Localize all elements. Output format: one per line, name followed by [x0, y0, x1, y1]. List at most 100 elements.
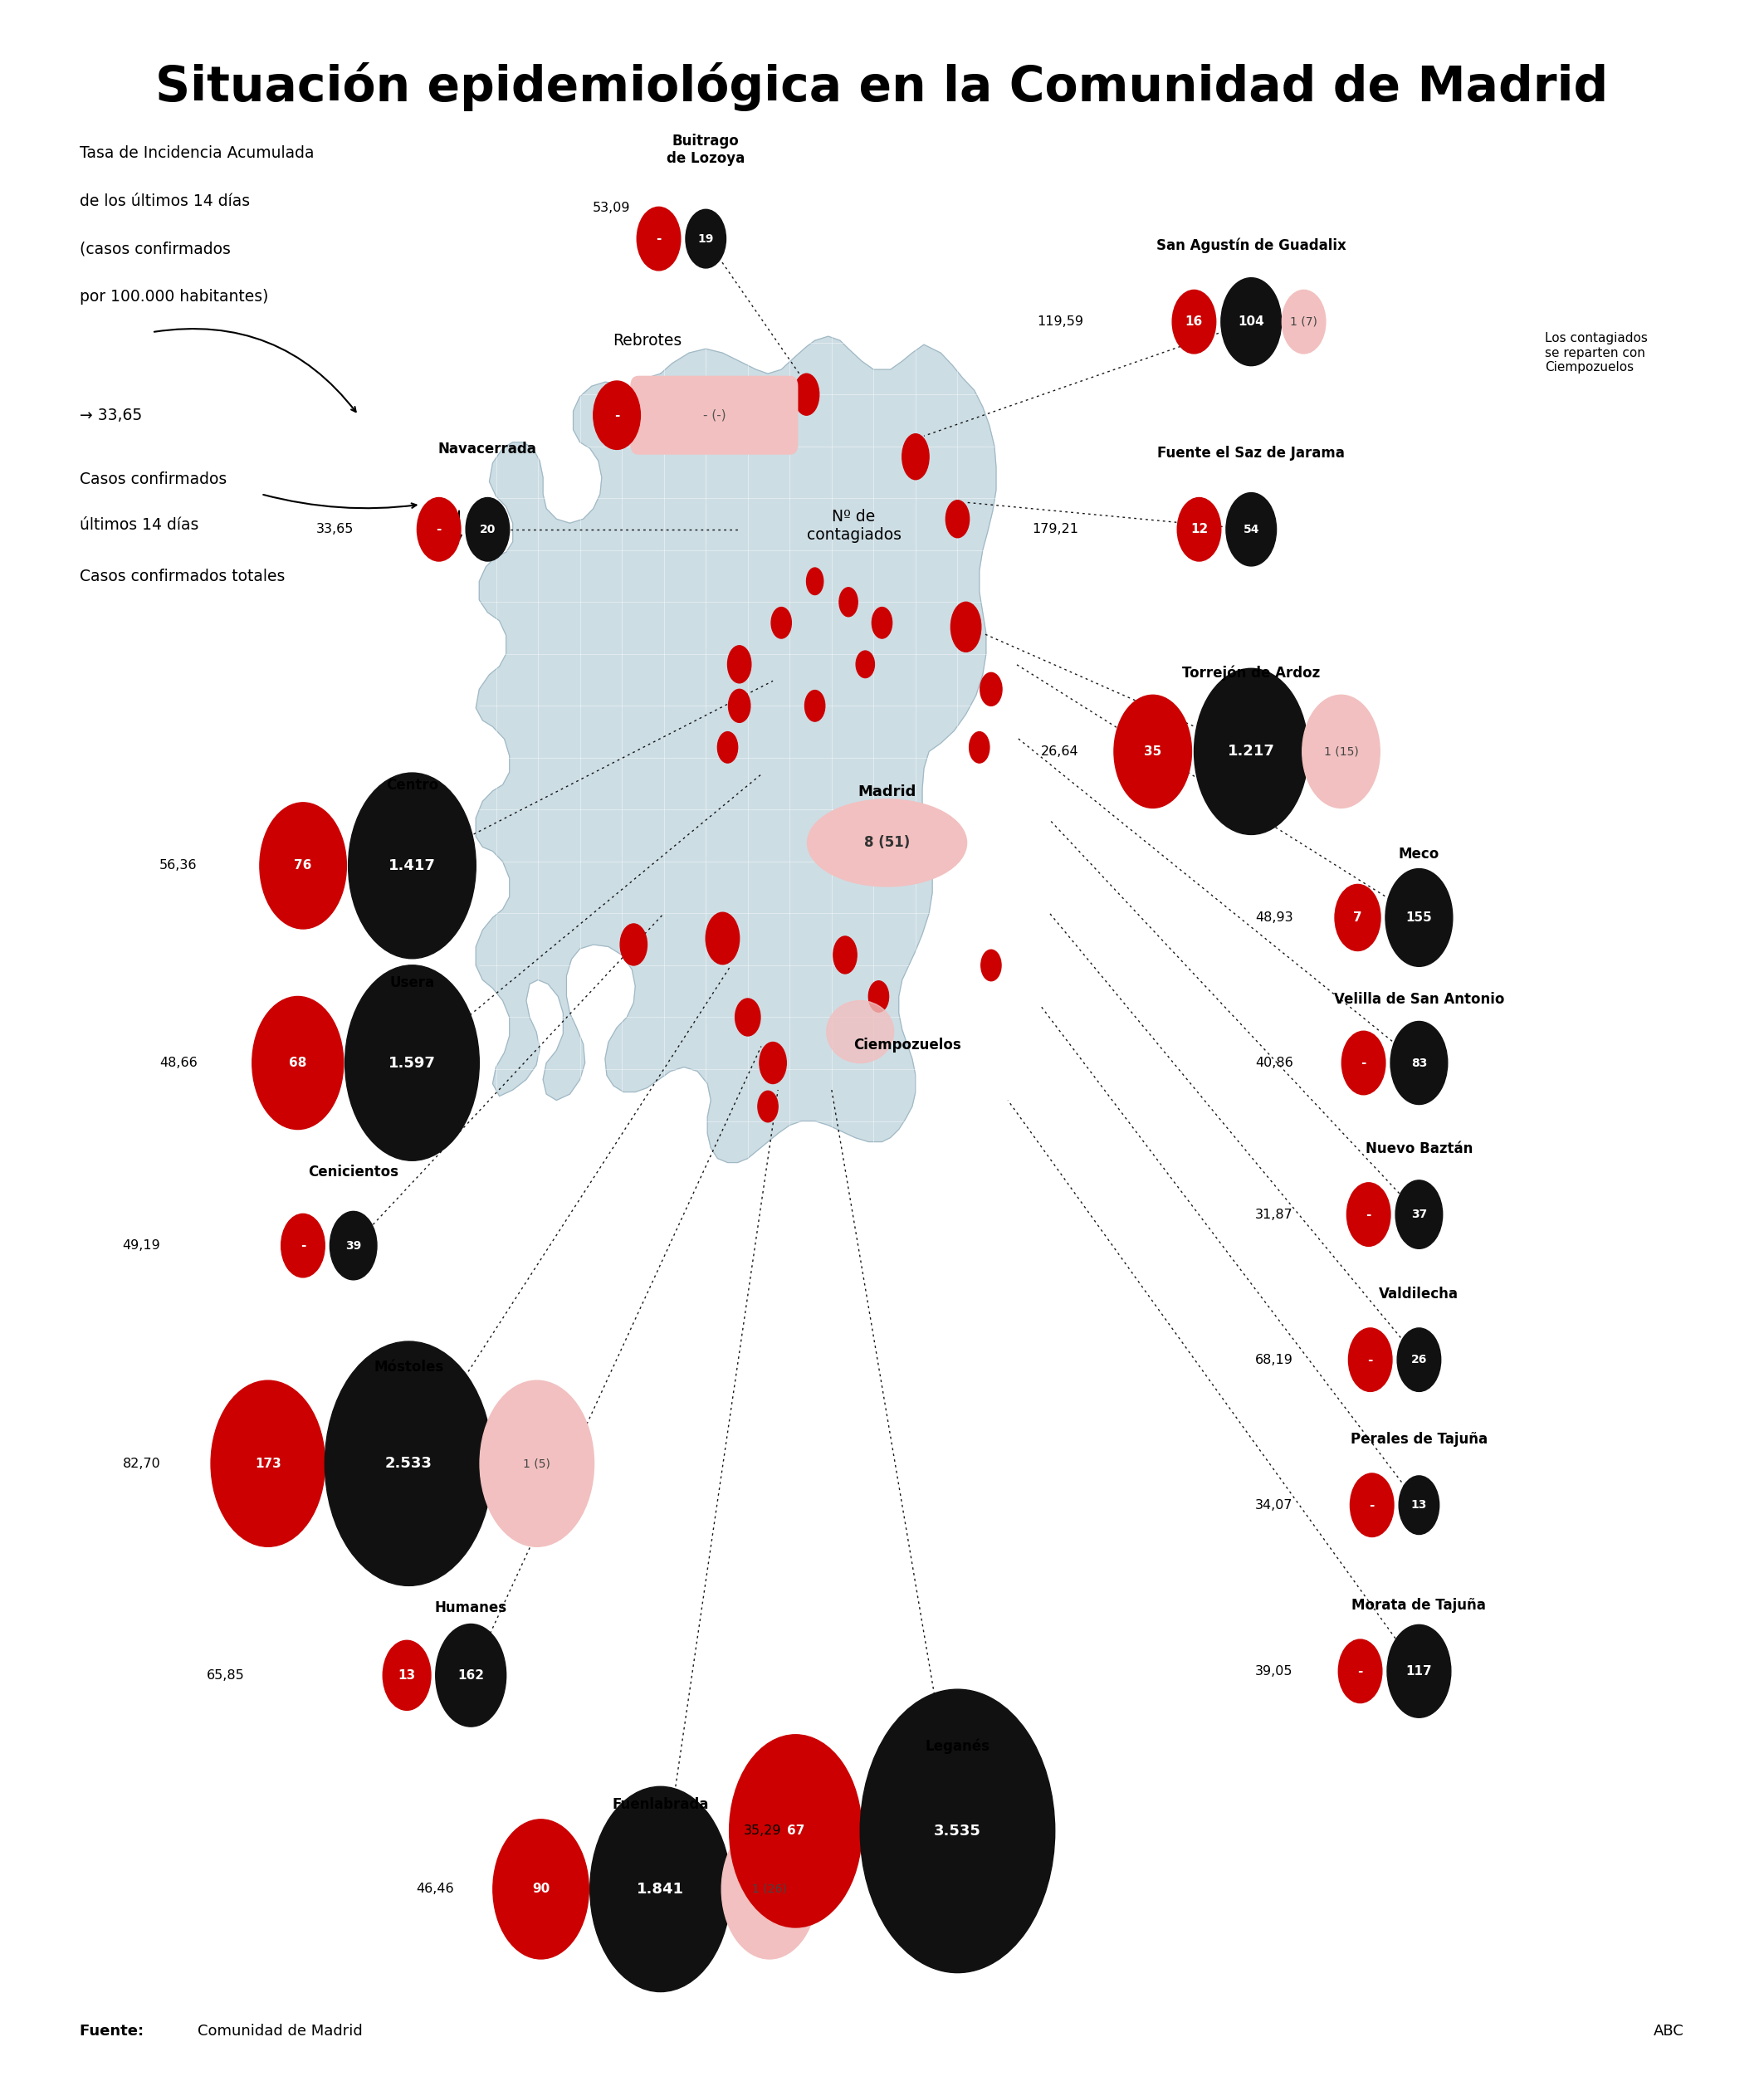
- Ellipse shape: [280, 1214, 325, 1277]
- Text: 56,36: 56,36: [159, 859, 198, 872]
- Text: Nuevo Baztán: Nuevo Baztán: [1365, 1142, 1473, 1156]
- Text: 1 (26): 1 (26): [751, 1883, 787, 1895]
- Ellipse shape: [1399, 1476, 1439, 1534]
- Text: 76: 76: [295, 859, 312, 872]
- Text: por 100.000 habitantes): por 100.000 habitantes): [79, 289, 268, 305]
- Text: 67: 67: [787, 1825, 804, 1837]
- Text: Los contagiados
se reparten con
Ciempozuelos: Los contagiados se reparten con Ciempozu…: [1545, 332, 1648, 374]
- Text: 31,87: 31,87: [1256, 1208, 1293, 1221]
- Ellipse shape: [804, 689, 826, 720]
- Text: 8 (51): 8 (51): [864, 835, 910, 851]
- Text: Buitrago
de Lozoya: Buitrago de Lozoya: [667, 133, 744, 166]
- Ellipse shape: [1221, 278, 1281, 365]
- Text: 16: 16: [1185, 316, 1203, 328]
- Text: - (-): - (-): [702, 409, 725, 421]
- Text: Meco: Meco: [1399, 847, 1439, 862]
- Text: 13: 13: [399, 1669, 416, 1682]
- Ellipse shape: [346, 965, 480, 1160]
- Text: 20: 20: [480, 523, 496, 536]
- Ellipse shape: [621, 924, 647, 965]
- Text: de los últimos 14 días: de los últimos 14 días: [79, 193, 250, 210]
- Text: Centro: Centro: [386, 778, 437, 793]
- Text: 39: 39: [346, 1239, 362, 1252]
- Ellipse shape: [871, 608, 893, 639]
- Ellipse shape: [325, 1341, 492, 1586]
- Text: 46,46: 46,46: [416, 1883, 453, 1895]
- Ellipse shape: [1282, 291, 1325, 353]
- Text: -: -: [436, 523, 441, 536]
- Text: -: -: [300, 1239, 305, 1252]
- Ellipse shape: [736, 999, 760, 1036]
- Ellipse shape: [1385, 868, 1452, 967]
- Text: 179,21: 179,21: [1032, 523, 1078, 536]
- Ellipse shape: [1390, 1021, 1448, 1104]
- Text: Madrid: Madrid: [857, 785, 916, 799]
- Ellipse shape: [729, 689, 750, 722]
- Ellipse shape: [1395, 1181, 1443, 1248]
- Text: 12: 12: [1191, 523, 1208, 536]
- Ellipse shape: [718, 733, 737, 762]
- Text: 49,19: 49,19: [122, 1239, 161, 1252]
- Text: 13: 13: [1411, 1499, 1427, 1511]
- Text: Morata de Tajuña: Morata de Tajuña: [1351, 1599, 1487, 1613]
- Ellipse shape: [833, 936, 857, 974]
- Text: 26,64: 26,64: [1041, 745, 1078, 758]
- Ellipse shape: [1173, 291, 1215, 353]
- Text: 39,05: 39,05: [1256, 1665, 1293, 1677]
- Text: Leganés: Leganés: [924, 1740, 990, 1754]
- Text: Nº de
contagiados: Nº de contagiados: [806, 509, 901, 542]
- Text: 117: 117: [1406, 1665, 1432, 1677]
- Ellipse shape: [1115, 695, 1192, 808]
- Ellipse shape: [840, 588, 857, 617]
- Ellipse shape: [1346, 1183, 1390, 1246]
- Ellipse shape: [436, 1623, 506, 1727]
- Ellipse shape: [727, 646, 751, 683]
- Ellipse shape: [760, 1042, 787, 1084]
- Text: Torrejón de Ardoz: Torrejón de Ardoz: [1182, 666, 1319, 681]
- Text: 7: 7: [1353, 911, 1362, 924]
- Ellipse shape: [1339, 1640, 1381, 1702]
- Text: Fuente:: Fuente:: [79, 2024, 148, 2039]
- Text: 65,85: 65,85: [206, 1669, 243, 1682]
- Ellipse shape: [706, 913, 739, 963]
- Text: 40,86: 40,86: [1256, 1057, 1293, 1069]
- Ellipse shape: [951, 602, 981, 652]
- Text: 53,09: 53,09: [593, 201, 630, 214]
- Ellipse shape: [259, 803, 346, 928]
- Ellipse shape: [856, 652, 875, 677]
- Ellipse shape: [968, 733, 990, 762]
- Text: 162: 162: [457, 1669, 483, 1682]
- Text: 1 (15): 1 (15): [1323, 745, 1358, 758]
- Text: 1.597: 1.597: [388, 1055, 436, 1071]
- Ellipse shape: [1349, 1474, 1394, 1536]
- Ellipse shape: [806, 567, 824, 594]
- Ellipse shape: [593, 382, 640, 448]
- Text: -: -: [1358, 1665, 1364, 1677]
- Text: últimos 14 días: últimos 14 días: [79, 517, 199, 534]
- Text: 2.533: 2.533: [385, 1455, 432, 1472]
- Ellipse shape: [1302, 695, 1379, 808]
- Ellipse shape: [416, 498, 460, 561]
- Ellipse shape: [861, 1690, 1055, 1972]
- Text: 54: 54: [1244, 523, 1259, 536]
- Text: 1 (7): 1 (7): [1289, 316, 1318, 328]
- Ellipse shape: [686, 210, 727, 268]
- Text: 1.841: 1.841: [637, 1881, 684, 1897]
- Text: 33,65: 33,65: [316, 523, 353, 536]
- Polygon shape: [476, 336, 997, 1163]
- Text: 35,29: 35,29: [744, 1825, 781, 1837]
- Ellipse shape: [721, 1819, 817, 1960]
- Ellipse shape: [868, 982, 889, 1013]
- Ellipse shape: [589, 1787, 730, 1991]
- Text: (casos confirmados: (casos confirmados: [79, 241, 231, 257]
- Text: -: -: [656, 233, 662, 245]
- Text: Navacerrada: Navacerrada: [437, 442, 536, 457]
- Text: 48,93: 48,93: [1256, 911, 1293, 924]
- Text: 26: 26: [1411, 1354, 1427, 1366]
- Ellipse shape: [946, 500, 968, 538]
- Ellipse shape: [480, 1381, 594, 1547]
- Text: Tasa de Incidencia Acumulada: Tasa de Incidencia Acumulada: [79, 145, 314, 162]
- Ellipse shape: [1387, 1626, 1452, 1717]
- Text: Situación epidemiológica en la Comunidad de Madrid: Situación epidemiológica en la Comunidad…: [155, 62, 1609, 112]
- Text: 34,07: 34,07: [1256, 1499, 1293, 1511]
